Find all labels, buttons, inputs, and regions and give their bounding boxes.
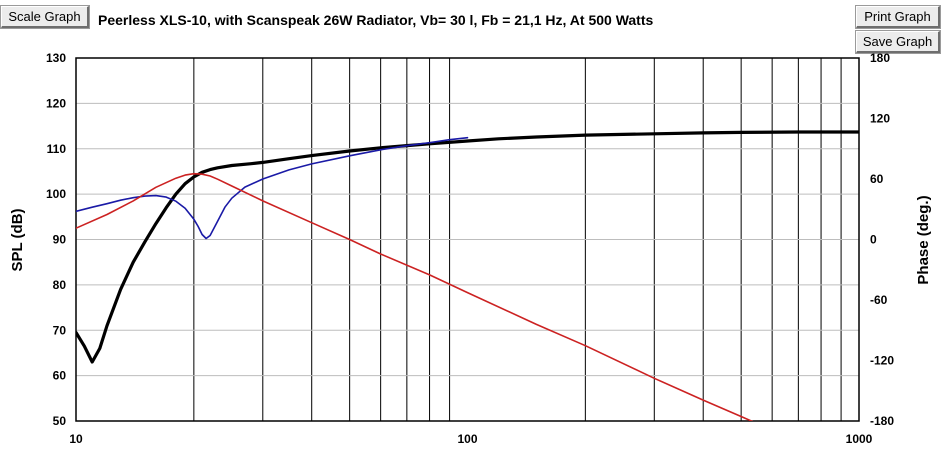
plot-frame (75, 57, 860, 422)
y-tick-label: 110 (47, 142, 67, 156)
y2-tick-label: 180 (870, 51, 890, 65)
x-tick-label: 100 (457, 432, 477, 446)
chart-title: Peerless XLS-10, with Scanspeak 26W Radi… (98, 12, 654, 28)
y2-tick-label: -120 (870, 354, 894, 368)
y-tick-label: 70 (53, 323, 67, 337)
y2-tick-label: -180 (870, 414, 894, 428)
y-tick-label: 60 (53, 369, 67, 383)
series-line-1 (76, 130, 859, 364)
horizontal-gridlines (76, 102, 859, 377)
y-tick-label: 130 (46, 51, 66, 65)
y-axis-label: SPL (dB) (9, 208, 26, 271)
y2-axis-label: Phase (deg.) (915, 195, 932, 284)
x-axis-ticks: 10 100 1000 (69, 432, 872, 446)
y2-tick-label: 120 (870, 112, 890, 126)
y-tick-label: 90 (53, 233, 67, 247)
scale-graph-button[interactable]: Scale Graph (0, 5, 90, 29)
series-layer (76, 130, 859, 421)
y-tick-label: 50 (53, 414, 67, 428)
y2-tick-label: 0 (870, 233, 877, 247)
x-tick-label: 1000 (846, 432, 873, 446)
series-line-3 (76, 172, 754, 421)
y-tick-label: 100 (46, 187, 66, 201)
print-graph-button[interactable]: Print Graph (855, 5, 941, 29)
y-axis-ticks: 50 60 70 80 90 100 110 120 130 (46, 51, 66, 428)
y2-axis-ticks: -180 -120 -60 0 60 120 180 (870, 51, 894, 428)
y-tick-label: 120 (46, 96, 66, 110)
y2-tick-label: 60 (870, 172, 884, 186)
save-graph-button[interactable]: Save Graph (855, 30, 941, 54)
y-tick-label: 80 (53, 278, 67, 292)
y2-tick-label: -60 (870, 293, 888, 307)
x-tick-label: 10 (69, 432, 83, 446)
